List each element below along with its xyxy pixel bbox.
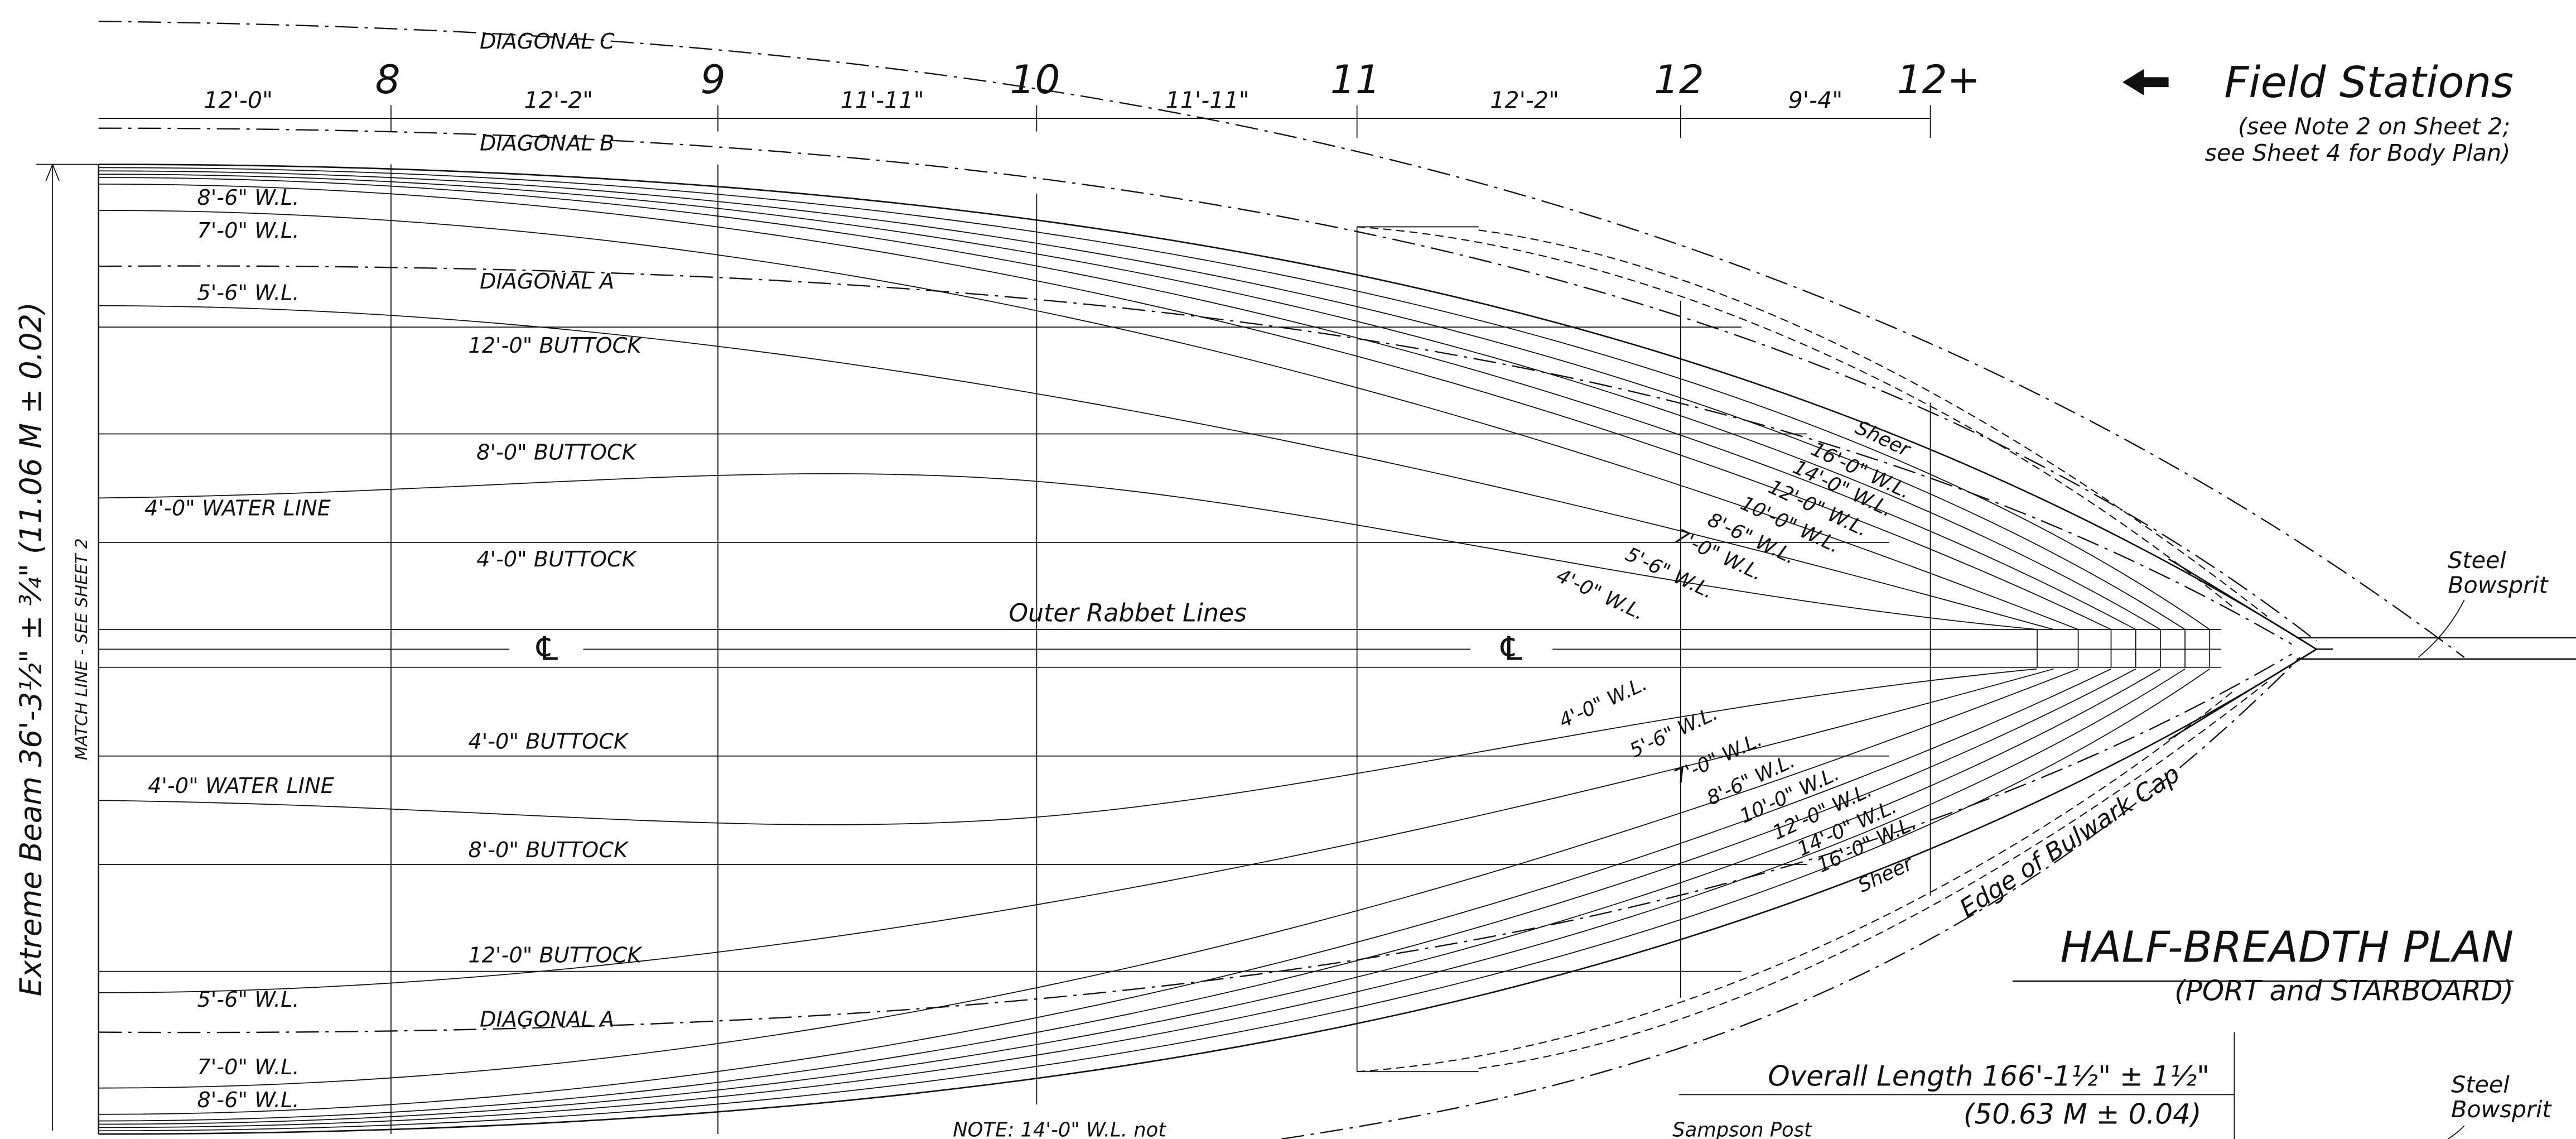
starboard-label: DIAGONAL A (480, 1007, 614, 1032)
port-label: 7'-0" W.L. (197, 218, 299, 243)
station-number: 12 (1654, 56, 1704, 103)
bowsprit-label: Steel (2451, 1071, 2510, 1098)
starboard-label: 7'-0" W.L. (197, 1055, 299, 1080)
page: HALF-BREADTH PLAN(PORT and STARBOARD) Fie… (0, 0, 2576, 1139)
drawing: HALF-BREADTH PLAN(PORT and STARBOARD) Fie… (0, 0, 2576, 1139)
port-label: 4'-0" BUTTOCK (476, 547, 638, 572)
bowsprit-label: Bowsprit (2448, 571, 2549, 598)
field-note: see Sheet 4 for Body Plan) (2205, 140, 2511, 166)
station-number: 11 (1330, 56, 1381, 103)
field-stations: Field Stations (2224, 58, 2514, 108)
port-label: 5'-6" W.L. (197, 281, 299, 306)
rabbet-label: Outer Rabbet Lines (1009, 599, 1247, 627)
overall-length-metric: (50.63 M ± 0.04) (1964, 1098, 2202, 1130)
station-spacing: 11'-11" (1166, 87, 1250, 114)
diagonal-label: DIAGONAL C (480, 29, 615, 54)
sampson-post: Sampson Post (1672, 1118, 1812, 1139)
bowsprit-label: Steel (2448, 547, 2506, 574)
station-spacing: 11'-11" (841, 87, 924, 114)
subtitle: (PORT and STARBOARD) (2174, 974, 2514, 1007)
port-label: 12'-0" BUTTOCK (468, 333, 643, 358)
station-spacing: 9'-4" (1788, 87, 1843, 114)
starboard-label: 5'-6" W.L. (197, 987, 299, 1012)
starboard-label: 12'-0" BUTTOCK (468, 943, 643, 968)
note: NOTE: 14'-0" W.L. not (953, 1118, 1166, 1139)
centerline-symbol: ℄ (532, 629, 562, 667)
port-label: 8'-6" W.L. (197, 185, 299, 210)
field-note: (see Note 2 on Sheet 2; (2238, 113, 2510, 140)
starboard-label: 4'-0" BUTTOCK (468, 729, 629, 754)
station-number: 12+ (1897, 56, 1980, 103)
diagonal-label: DIAGONAL B (480, 131, 614, 156)
station-spacing: 12'-2" (524, 87, 593, 114)
port-label: 8'-0" BUTTOCK (476, 440, 638, 465)
match-line-label: MATCH LINE - SEE SHEET 2 (72, 538, 91, 760)
centerline-symbol: ℄ (1497, 629, 1526, 667)
starboard-label: 8'-6" W.L. (197, 1088, 299, 1113)
bowsprit-label: Bowsprit (2451, 1096, 2552, 1123)
starboard-label: 8'-0" BUTTOCK (468, 838, 629, 863)
port-label: DIAGONAL A (480, 269, 614, 294)
extreme-beam: Extreme Beam 36'-3½" ± ¾" (11.06 M ± 0.0… (14, 302, 49, 996)
port-label: 4'-0" WATER LINE (144, 496, 331, 521)
starboard-label: 4'-0" WATER LINE (148, 773, 335, 799)
station-number: 9 (701, 56, 726, 103)
overall-length: Overall Length 166'-1½" ± 1½" (1768, 1060, 2210, 1093)
title: HALF-BREADTH PLAN (2060, 922, 2514, 972)
station-number: 10 (1010, 56, 1060, 103)
station-spacing: 12'-2" (1490, 87, 1559, 114)
station-spacing: 12'-0" (204, 87, 273, 114)
station-number: 8 (375, 56, 401, 103)
